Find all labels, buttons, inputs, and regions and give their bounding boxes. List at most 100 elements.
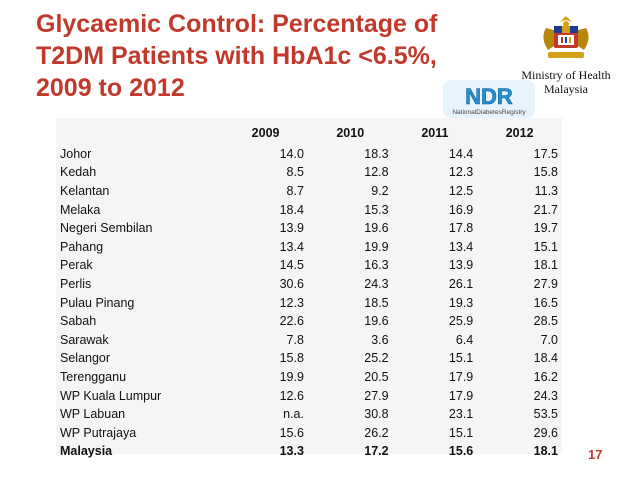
- cell-value: 15.3: [364, 202, 389, 217]
- cell-value: 7.0: [540, 332, 558, 347]
- table-row: Melaka 18.4 15.3 16.9 21.7: [56, 200, 562, 219]
- total-value: 13.3: [279, 444, 304, 459]
- table-row: Sabah 22.6 19.6 25.9 28.5: [56, 312, 562, 331]
- cell-value: 17.8: [448, 221, 474, 236]
- ndr-logo-text: NDR: [465, 84, 513, 109]
- total-value: 17.2: [364, 444, 389, 459]
- cell-value: 30.8: [364, 407, 389, 422]
- column-header-2010: 2010: [336, 126, 365, 141]
- cell-value: 19.3: [448, 295, 474, 310]
- cell-value: 12.6: [279, 388, 304, 403]
- cell-value: 21.7: [533, 202, 558, 217]
- table-row: Pulau Pinang 12.3 18.5 19.3 16.5: [56, 293, 562, 312]
- cell-value: 22.6: [279, 314, 304, 329]
- table-row: Perlis 30.6 24.3 26.1 27.9: [56, 275, 562, 294]
- page-number: 17: [588, 447, 603, 462]
- ministry-line: Ministry of Health: [521, 68, 611, 82]
- column-header-2009: 2009: [251, 126, 280, 141]
- cell-value: 11.3: [534, 184, 558, 199]
- total-value: 18.1: [533, 444, 558, 459]
- cell-value: 15.1: [533, 239, 558, 254]
- cell-value: 12.5: [448, 184, 474, 199]
- ndr-logo-subtext: NationalDiabetesRegistry: [452, 109, 526, 116]
- hba1c-table-panel: 2009 2010 2011 2012 Johor 14.0 18.3 14.4…: [56, 118, 562, 458]
- cell-value: 26.1: [448, 277, 474, 292]
- cell-value: 12.8: [364, 165, 389, 180]
- cell-value: 19.6: [364, 221, 389, 236]
- cell-value: 23.1: [448, 407, 474, 422]
- table-row: Terengganu 19.9 20.5 17.9 16.2: [56, 368, 562, 387]
- cell-value: 17.5: [533, 146, 558, 161]
- cell-value: 17.9: [448, 370, 474, 385]
- table-row: Kelantan 8.7 9.2 12.5 11.3: [56, 182, 562, 201]
- coat-of-arms-icon: [543, 16, 589, 58]
- cell-value: 18.4: [279, 202, 304, 217]
- table-row: Selangor 15.8 25.2 15.1 18.4: [56, 349, 562, 368]
- table-row: Kedah 8.5 12.8 12.3 15.8: [56, 163, 562, 182]
- state-name: Melaka: [60, 202, 101, 217]
- column-header: [56, 118, 223, 145]
- state-name: Negeri Sembilan: [60, 221, 153, 236]
- cell-value: 19.6: [364, 314, 389, 329]
- cell-value: 26.2: [364, 425, 389, 440]
- cell-value: 24.3: [533, 388, 558, 403]
- state-name: Terengganu: [60, 370, 127, 385]
- title-line: 2009 to 2012: [36, 74, 185, 102]
- total-label: Malaysia: [60, 444, 113, 459]
- cell-value: 3.6: [371, 332, 389, 347]
- cell-value: 15.8: [533, 165, 558, 180]
- cell-value: 17.9: [448, 388, 474, 403]
- ndr-logo: NDR NationalDiabetesRegistry: [443, 80, 535, 118]
- cell-value: 16.2: [533, 370, 558, 385]
- cell-value: 28.5: [533, 314, 558, 329]
- cell-value: 8.7: [286, 184, 304, 199]
- cell-value: 9.2: [371, 184, 389, 199]
- cell-value: 14.0: [279, 146, 304, 161]
- cell-value: 16.3: [364, 258, 389, 273]
- state-name: Pahang: [60, 239, 104, 254]
- state-name: Johor: [60, 146, 92, 161]
- table-row: Johor 14.0 18.3 14.4 17.5: [56, 145, 562, 164]
- cell-value: 15.6: [279, 425, 304, 440]
- table-row: Negeri Sembilan 13.9 19.6 17.8 19.7: [56, 219, 562, 238]
- cell-value: 15.1: [448, 425, 474, 440]
- table-row: WP Putrajaya 15.6 26.2 15.1 29.6: [56, 424, 562, 443]
- state-name: Sarawak: [60, 332, 109, 347]
- ministry-label: Ministry of Health Malaysia: [514, 68, 618, 96]
- state-name: Pulau Pinang: [60, 295, 135, 310]
- cell-value: 19.9: [364, 239, 389, 254]
- cell-value: 8.5: [286, 165, 304, 180]
- state-name: Kelantan: [60, 184, 110, 199]
- ministry-line: Malaysia: [544, 82, 588, 96]
- cell-value: 25.9: [448, 314, 474, 329]
- title-line: Glycaemic Control: Percentage of: [36, 10, 438, 38]
- cell-value: 18.3: [364, 146, 389, 161]
- cell-value: 13.9: [279, 221, 304, 236]
- state-name: Selangor: [60, 351, 111, 366]
- table-row: Perak 14.5 16.3 13.9 18.1: [56, 256, 562, 275]
- cell-value: 25.2: [364, 351, 389, 366]
- cell-value: 18.4: [533, 351, 558, 366]
- cell-value: 19.9: [279, 370, 304, 385]
- slide-title: Glycaemic Control: Percentage of T2DM Pa…: [36, 8, 506, 104]
- cell-value: 7.8: [286, 332, 304, 347]
- cell-value: 27.9: [364, 388, 389, 403]
- cell-value: 12.3: [448, 165, 474, 180]
- state-name: Perlis: [60, 277, 92, 292]
- cell-value: 15.8: [279, 351, 304, 366]
- cell-value: 13.4: [279, 239, 304, 254]
- title-line: T2DM Patients with HbA1c <6.5%,: [36, 42, 437, 70]
- table-row: Pahang 13.4 19.9 13.4 15.1: [56, 238, 562, 257]
- cell-value: 27.9: [533, 277, 558, 292]
- table-row: WP Kuala Lumpur 12.6 27.9 17.9 24.3: [56, 386, 562, 405]
- cell-value: 19.7: [533, 221, 558, 236]
- cell-value: 14.4: [448, 146, 474, 161]
- state-name: Kedah: [60, 165, 97, 180]
- cell-value: 18.1: [533, 258, 558, 273]
- state-name: WP Kuala Lumpur: [60, 388, 162, 403]
- table-header-row: 2009 2010 2011 2012: [56, 118, 562, 145]
- cell-value: 13.4: [448, 239, 474, 254]
- cell-value: n.a.: [283, 407, 304, 422]
- cell-value: 53.5: [533, 407, 558, 422]
- table-total-row: Malaysia 13.3 17.2 15.6 18.1: [56, 442, 562, 461]
